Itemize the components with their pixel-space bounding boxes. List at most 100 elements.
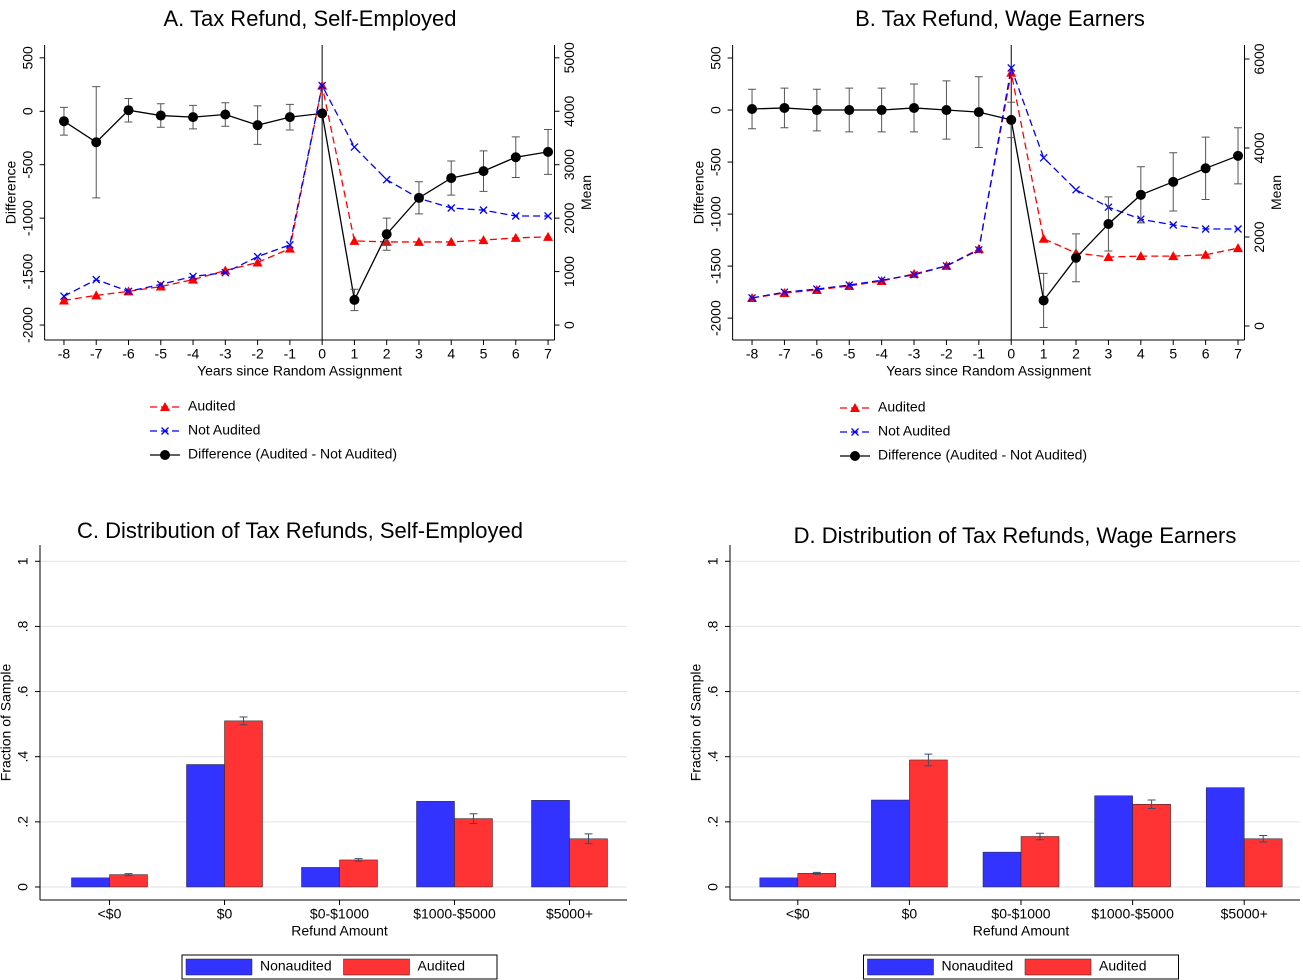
marker-circle — [155, 110, 166, 121]
bar — [1205, 787, 1245, 888]
series-line — [63, 85, 549, 302]
x-axis-label: Refund Amount — [973, 923, 1070, 939]
marker-x — [1201, 225, 1210, 233]
marker-x — [910, 270, 918, 279]
y2-tick-label: 4000 — [1251, 132, 1267, 163]
marker-x — [1169, 221, 1178, 229]
legend-label: Difference (Audited - Not Audited) — [188, 446, 397, 462]
marker-circle — [909, 102, 920, 113]
bar — [1020, 836, 1060, 888]
bar — [224, 720, 263, 888]
marker-triangle — [909, 268, 920, 278]
legend-label: Audited — [878, 399, 925, 415]
bar — [569, 838, 608, 888]
error-bar — [1036, 832, 1044, 841]
marker-x — [285, 240, 294, 249]
chart-title: A. Tax Refund, Self-Employed — [163, 6, 456, 31]
marker-circle — [1200, 163, 1211, 174]
marker-x — [942, 261, 951, 270]
y2-tick-label: 0 — [1251, 322, 1267, 330]
marker-triangle — [510, 232, 521, 242]
bar — [1132, 803, 1171, 888]
x-tick-label: -2 — [251, 346, 264, 362]
x-tick-label: -3 — [219, 346, 232, 362]
marker-circle — [91, 137, 102, 148]
marker-x — [780, 288, 789, 297]
x-tick-label: $5000+ — [1221, 906, 1268, 922]
marker-circle — [811, 105, 822, 116]
error-bar — [812, 871, 821, 875]
y-tick-label: 0 — [705, 883, 721, 891]
y-tick-label: 1 — [705, 557, 721, 565]
legend-label: Audited — [1099, 958, 1146, 974]
error-bar — [469, 813, 478, 824]
x-tick-label: $1000-$5000 — [1091, 906, 1174, 922]
error-bar — [924, 753, 933, 767]
marker-circle — [844, 105, 855, 116]
marker-circle — [779, 102, 790, 113]
x-tick-label: 1 — [351, 346, 359, 362]
x-tick-label: 5 — [480, 346, 488, 362]
bar — [301, 867, 340, 888]
y-tick-label: -2000 — [19, 307, 35, 343]
marker-circle — [349, 294, 360, 305]
series-line — [752, 107, 1239, 303]
marker-circle — [973, 107, 984, 118]
bar — [454, 818, 493, 888]
marker-x — [156, 280, 165, 289]
x-tick-label: $0 — [902, 906, 918, 922]
x-tick-label: -6 — [122, 346, 135, 362]
legend-label: Audited — [418, 958, 465, 974]
marker-circle — [876, 105, 887, 116]
y2-axis-label: Mean — [1268, 175, 1284, 210]
x-tick-label: 7 — [1234, 346, 1242, 362]
legend-swatch — [1024, 958, 1092, 976]
bar — [339, 859, 378, 888]
bar — [186, 764, 225, 888]
marker-circle — [543, 146, 554, 157]
marker-triangle — [58, 295, 69, 305]
y2-tick-label: 3000 — [561, 149, 577, 180]
legend-swatch — [343, 958, 410, 976]
legend-swatch — [185, 958, 253, 976]
error-bar — [584, 833, 593, 845]
x-tick-label: -7 — [778, 346, 791, 362]
marker-x — [812, 285, 821, 294]
marker-triangle — [1006, 67, 1017, 77]
marker-circle — [1103, 218, 1114, 229]
y-tick-label: 1 — [15, 557, 31, 565]
marker-circle — [510, 152, 521, 163]
marker-x — [845, 281, 854, 290]
x-tick-label: 6 — [1202, 346, 1210, 362]
y-tick-label: -1000 — [19, 200, 35, 236]
x-tick-label: 0 — [318, 346, 326, 362]
marker-x — [974, 245, 983, 254]
y2-tick-label: 4000 — [561, 95, 577, 126]
y2-tick-label: 0 — [561, 321, 577, 329]
marker-x — [1072, 185, 1080, 194]
legend-label: Nonaudited — [260, 958, 332, 974]
bar — [871, 799, 910, 888]
x-tick-label: $0-$1000 — [991, 906, 1050, 922]
x-tick-label: 0 — [1007, 346, 1015, 362]
legend-marker — [850, 451, 860, 461]
y2-tick-label: 6000 — [1251, 43, 1267, 74]
marker-x — [877, 276, 886, 285]
marker-triangle — [1168, 251, 1179, 261]
x-tick-label: -6 — [811, 346, 824, 362]
x-tick-label: -1 — [973, 346, 986, 362]
marker-x — [748, 293, 756, 302]
legend-marker — [851, 428, 859, 436]
marker-x — [382, 175, 391, 184]
marker-x — [350, 143, 359, 152]
y-tick-label: -2000 — [707, 300, 723, 336]
y-axis-label: Fraction of Sample — [688, 664, 704, 782]
marker-circle — [317, 108, 328, 119]
y-tick-label: 500 — [19, 46, 35, 70]
x-tick-label: 3 — [1105, 346, 1113, 362]
bar — [909, 759, 948, 888]
x-tick-label: 4 — [1137, 346, 1145, 362]
x-tick-label: -7 — [90, 346, 103, 362]
marker-circle — [123, 105, 134, 116]
marker-circle — [1006, 114, 1017, 125]
